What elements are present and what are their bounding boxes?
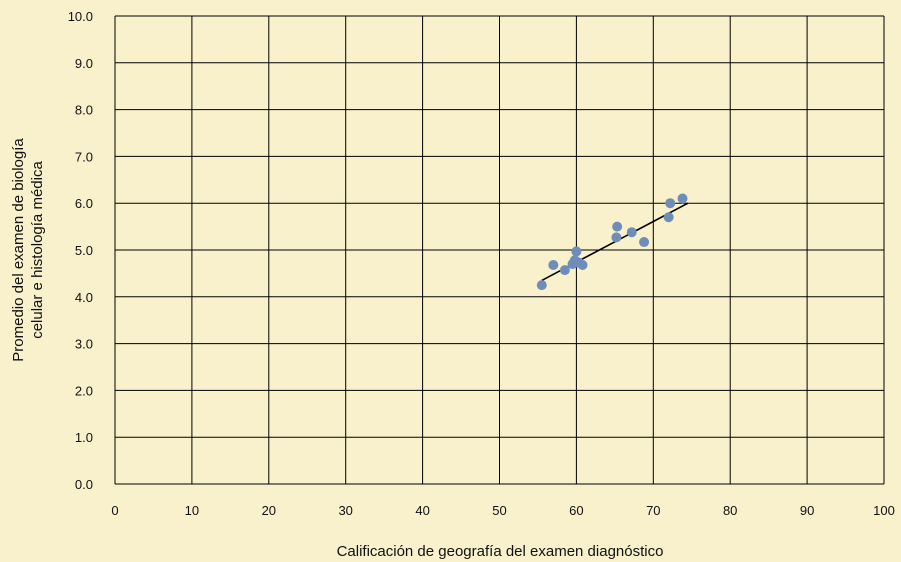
- x-tick-label: 50: [492, 503, 506, 518]
- y-tick-label: 0.0: [75, 477, 93, 492]
- grid-layer: [114, 15, 885, 485]
- x-tick-label: 100: [873, 503, 895, 518]
- data-point: [559, 265, 570, 276]
- y-tick-label: 3.0: [75, 337, 93, 352]
- y-axis-title: Promedio del examen de biología celular …: [10, 138, 46, 362]
- x-tick-label: 40: [415, 503, 429, 518]
- y-axis-title-line-1: Promedio del examen de biología: [10, 138, 27, 362]
- data-point: [663, 212, 674, 223]
- x-tick-label: 30: [338, 503, 352, 518]
- y-tick-label: 8.0: [75, 103, 93, 118]
- x-tick-labels: 0 10 20 30 40 50 60 70 80 90 100: [111, 503, 894, 518]
- data-point: [677, 193, 688, 204]
- x-axis-title: Calificación de geografía del examen dia…: [337, 543, 664, 560]
- x-tick-label: 70: [646, 503, 660, 518]
- data-point: [612, 221, 623, 232]
- y-tick-label: 10.0: [68, 9, 93, 24]
- data-point: [577, 259, 588, 270]
- x-tick-label: 90: [800, 503, 814, 518]
- y-tick-label: 2.0: [75, 383, 93, 398]
- y-tick-label: 6.0: [75, 196, 93, 211]
- data-point: [611, 232, 622, 243]
- y-tick-label: 7.0: [75, 149, 93, 164]
- y-tick-label: 4.0: [75, 290, 93, 305]
- x-tick-label: 20: [262, 503, 276, 518]
- x-tick-label: 0: [111, 503, 118, 518]
- data-point: [548, 259, 559, 270]
- data-point: [571, 246, 582, 257]
- x-tick-label: 60: [569, 503, 583, 518]
- x-tick-label: 10: [185, 503, 199, 518]
- data-point: [639, 237, 650, 248]
- data-point: [665, 198, 676, 209]
- y-tick-label: 5.0: [75, 243, 93, 258]
- x-tick-label: 80: [723, 503, 737, 518]
- data-point: [626, 227, 637, 238]
- data-point: [536, 280, 547, 291]
- data-points: [536, 193, 688, 291]
- y-tick-label: 1.0: [75, 430, 93, 445]
- y-tick-labels: 0.0 1.0 2.0 3.0 4.0 5.0 6.0 7.0 8.0 9.0 10.0: [68, 9, 93, 492]
- y-axis-title-line-2: celular e histología médica: [29, 161, 46, 339]
- y-tick-label: 9.0: [75, 56, 93, 71]
